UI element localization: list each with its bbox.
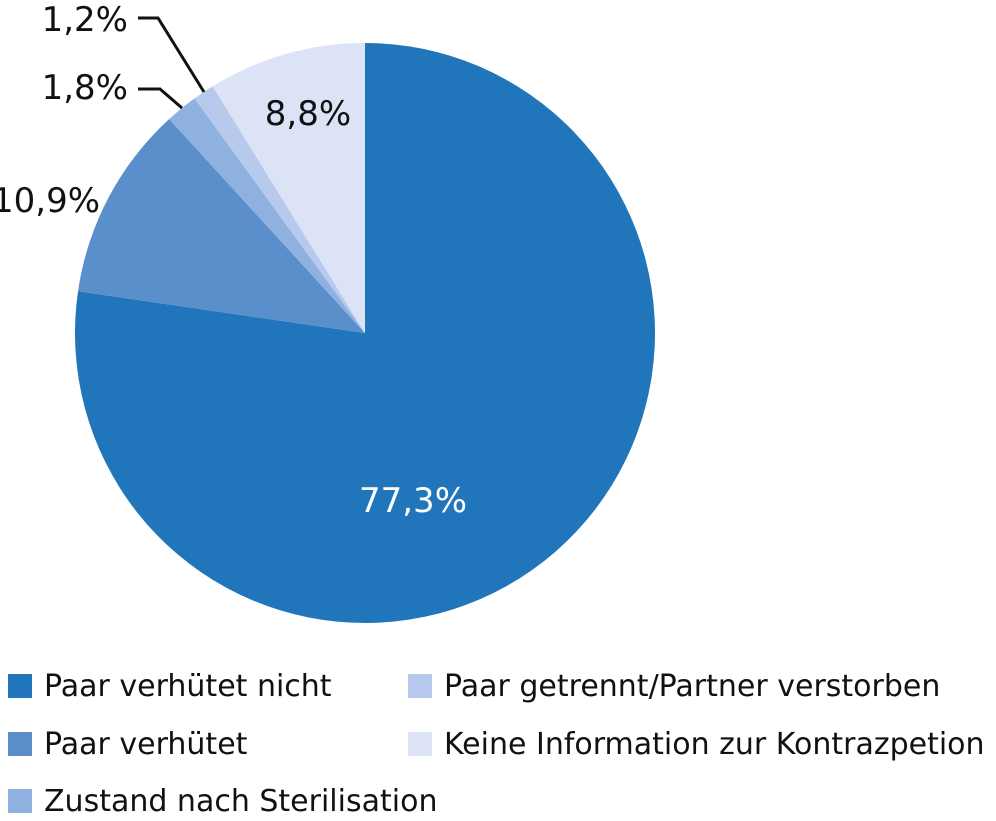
leader-line-zustand-nach-sterilisation bbox=[138, 87, 183, 110]
legend-item-paar-verhuetet: Paar verhütet bbox=[8, 724, 247, 764]
legend-swatch bbox=[8, 732, 32, 756]
legend-swatch bbox=[408, 674, 432, 698]
pie-slice-zustand-nach-sterilisation bbox=[169, 98, 365, 333]
legend-swatch bbox=[8, 789, 32, 813]
pie-slices bbox=[74, 43, 655, 624]
slice-label-paar-verhuetet: 10,9% bbox=[0, 181, 100, 221]
legend-label: Zustand nach Sterilisation bbox=[44, 783, 438, 819]
legend-label: Keine Information zur Kontrazpetion bbox=[444, 726, 985, 762]
slice-label-paar-verhuetet-nicht: 77,3% bbox=[359, 481, 467, 521]
slice-label-paar-getrennt: 1,2% bbox=[42, 0, 128, 40]
pie-slice-paar-verhuetet-nicht bbox=[74, 43, 655, 624]
legend-item-keine-information: Keine Information zur Kontrazpetion bbox=[408, 724, 985, 764]
pie-slice-paar-verhuetet bbox=[78, 119, 366, 334]
legend-label: Paar getrennt/Partner verstorben bbox=[444, 668, 941, 704]
legend-item-paar-getrennt: Paar getrennt/Partner verstorben bbox=[408, 666, 940, 706]
legend-label: Paar verhütet nicht bbox=[44, 668, 332, 704]
leader-lines bbox=[138, 16, 206, 110]
slice-label-keine-information: 8,8% bbox=[265, 94, 351, 134]
pie-slice-keine-information bbox=[212, 43, 365, 333]
legend-swatch bbox=[8, 674, 32, 698]
leader-line-paar-getrennt bbox=[138, 16, 206, 93]
pie-slice-paar-getrennt bbox=[194, 86, 365, 334]
slice-labels: 77,3% 10,9% 1,8% 1,2% 8,8% bbox=[0, 0, 467, 521]
legend-item-paar-verhuetet-nicht: Paar verhütet nicht bbox=[8, 666, 332, 706]
legend-item-zustand-nach-sterilisation: Zustand nach Sterilisation bbox=[8, 781, 437, 821]
slice-label-zustand-nach-sterilisation: 1,8% bbox=[42, 68, 128, 108]
legend-label: Paar verhütet bbox=[44, 726, 248, 762]
legend-swatch bbox=[408, 732, 432, 756]
